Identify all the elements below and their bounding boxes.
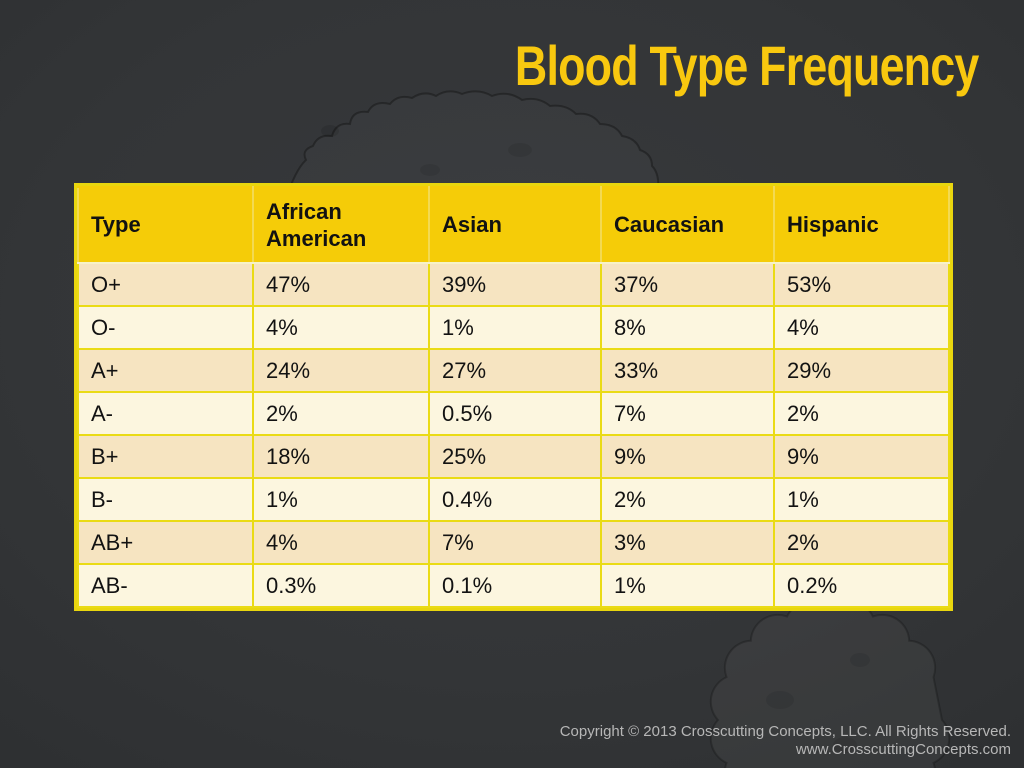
blood-type-cell: A- bbox=[77, 391, 254, 436]
frequency-value-cell: 9% bbox=[773, 434, 950, 479]
frequency-value-cell: 53% bbox=[773, 262, 950, 307]
frequency-value-cell: 24% bbox=[252, 348, 430, 393]
table-row: O- 4% 1% 8% 4% bbox=[77, 305, 950, 350]
column-header-hispanic: Hispanic bbox=[773, 186, 950, 264]
frequency-value-cell: 2% bbox=[252, 391, 430, 436]
table-row: O+ 47% 39% 37% 53% bbox=[77, 262, 950, 307]
frequency-value-cell: 29% bbox=[773, 348, 950, 393]
table-header-row: Type African American Asian Caucasian Hi… bbox=[77, 186, 950, 264]
frequency-value-cell: 3% bbox=[600, 520, 775, 565]
frequency-value-cell: 39% bbox=[428, 262, 602, 307]
frequency-value-cell: 0.4% bbox=[428, 477, 602, 522]
frequency-value-cell: 1% bbox=[773, 477, 950, 522]
blood-type-cell: AB- bbox=[77, 563, 254, 608]
frequency-value-cell: 27% bbox=[428, 348, 602, 393]
frequency-value-cell: 4% bbox=[773, 305, 950, 350]
frequency-value-cell: 2% bbox=[600, 477, 775, 522]
table-body: O+ 47% 39% 37% 53% O- 4% 1% 8% 4% A+ 24% 27% 33% 29% A-… bbox=[77, 262, 950, 608]
frequency-value-cell: 2% bbox=[773, 520, 950, 565]
blood-type-cell: B+ bbox=[77, 434, 254, 479]
frequency-value-cell: 1% bbox=[428, 305, 602, 350]
table-row: B- 1% 0.4% 2% 1% bbox=[77, 477, 950, 522]
frequency-value-cell: 18% bbox=[252, 434, 430, 479]
frequency-value-cell: 37% bbox=[600, 262, 775, 307]
frequency-value-cell: 2% bbox=[773, 391, 950, 436]
frequency-value-cell: 1% bbox=[600, 563, 775, 608]
blood-type-cell: AB+ bbox=[77, 520, 254, 565]
frequency-value-cell: 4% bbox=[252, 305, 430, 350]
frequency-value-cell: 47% bbox=[252, 262, 430, 307]
frequency-value-cell: 0.3% bbox=[252, 563, 430, 608]
blood-type-cell: O+ bbox=[77, 262, 254, 307]
column-header-caucasian: Caucasian bbox=[600, 186, 775, 264]
blood-type-cell: B- bbox=[77, 477, 254, 522]
table-row: AB- 0.3% 0.1% 1% 0.2% bbox=[77, 563, 950, 608]
frequency-value-cell: 33% bbox=[600, 348, 775, 393]
frequency-value-cell: 0.5% bbox=[428, 391, 602, 436]
frequency-value-cell: 0.2% bbox=[773, 563, 950, 608]
blood-type-cell: A+ bbox=[77, 348, 254, 393]
frequency-value-cell: 9% bbox=[600, 434, 775, 479]
website-url: www.CrosscuttingConcepts.com bbox=[795, 741, 1011, 759]
column-header-african-american: African American bbox=[252, 186, 430, 264]
frequency-value-cell: 8% bbox=[600, 305, 775, 350]
table-row: A+ 24% 27% 33% 29% bbox=[77, 348, 950, 393]
frequency-value-cell: 0.1% bbox=[428, 563, 602, 608]
copyright-line: Copyright © 2013 Crosscutting Concepts, … bbox=[559, 722, 1011, 740]
column-header-asian: Asian bbox=[428, 186, 602, 264]
copyright-footer: Copyright © 2013 Crosscutting Concepts, … bbox=[560, 723, 1011, 761]
frequency-value-cell: 25% bbox=[428, 434, 602, 479]
frequency-value-cell: 7% bbox=[428, 520, 602, 565]
column-header-type: Type bbox=[77, 186, 254, 264]
blood-type-frequency-table: Type African American Asian Caucasian Hi… bbox=[77, 186, 950, 608]
frequency-value-cell: 1% bbox=[252, 477, 430, 522]
table-row: B+ 18% 25% 9% 9% bbox=[77, 434, 950, 479]
blood-type-cell: O- bbox=[77, 305, 254, 350]
table-row: AB+ 4% 7% 3% 2% bbox=[77, 520, 950, 565]
frequency-value-cell: 4% bbox=[252, 520, 430, 565]
table-row: A- 2% 0.5% 7% 2% bbox=[77, 391, 950, 436]
frequency-value-cell: 7% bbox=[600, 391, 775, 436]
slide-title: Blood Type Frequency bbox=[514, 34, 978, 97]
